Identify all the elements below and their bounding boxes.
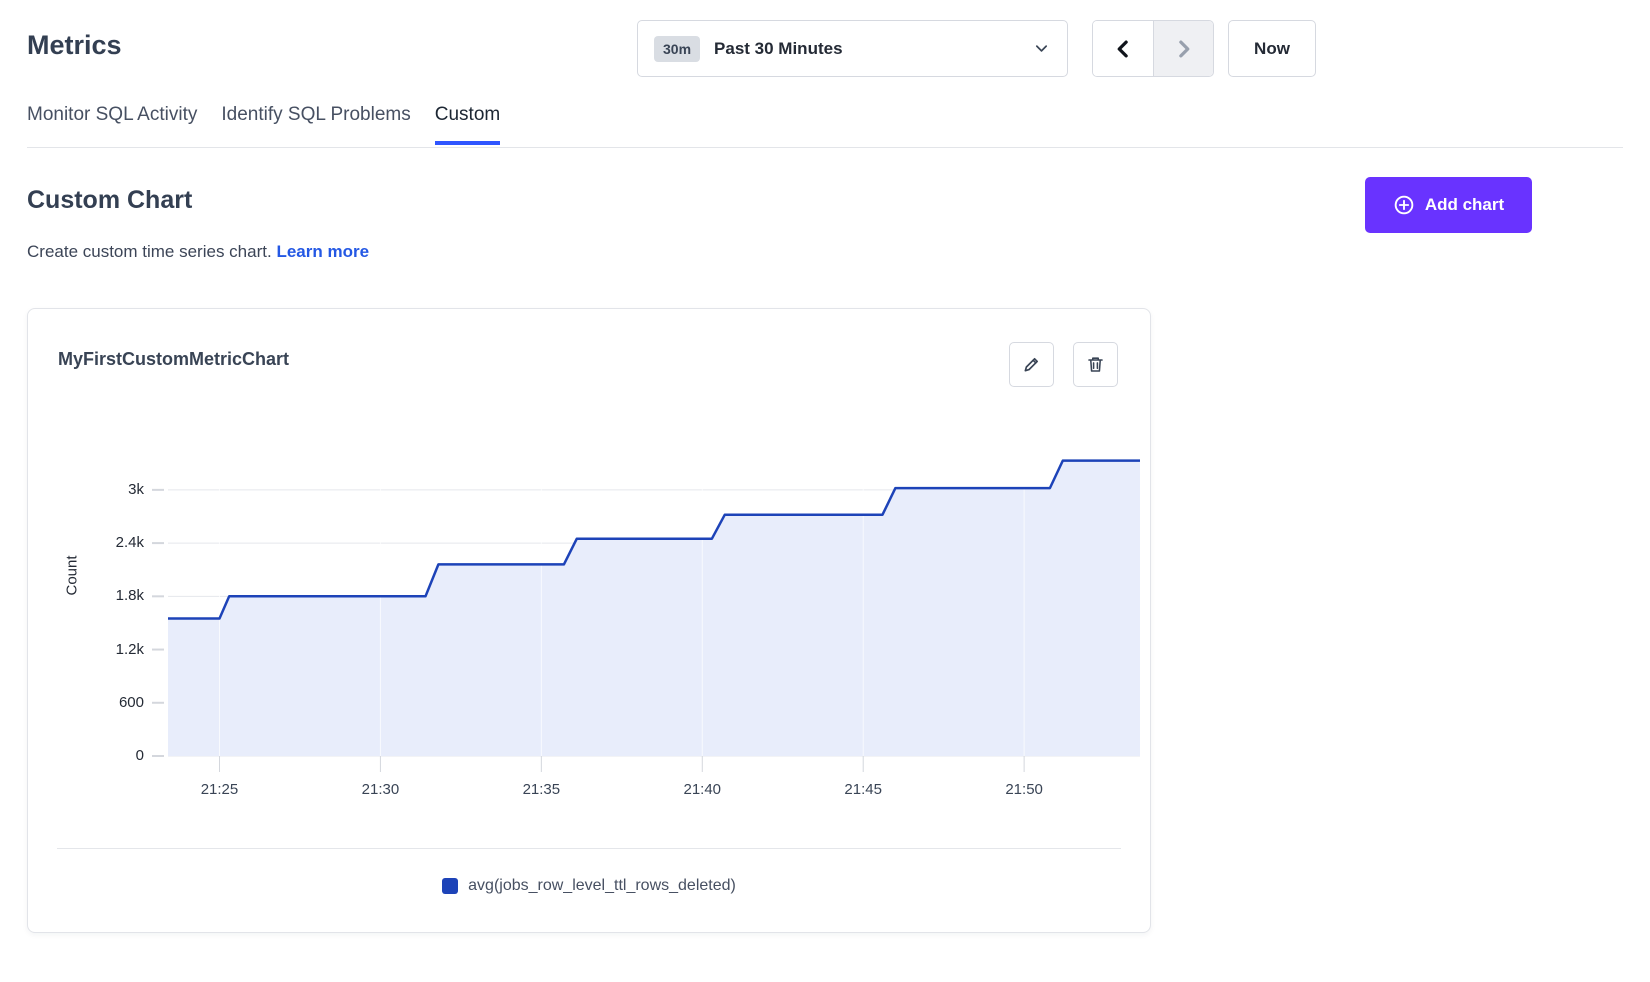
trash-icon xyxy=(1088,357,1103,372)
x-tick-label: 21:35 xyxy=(522,781,561,798)
time-controls: 30m Past 30 Minutes Now xyxy=(637,20,1316,77)
chevron-left-icon xyxy=(1117,40,1128,57)
x-tick-label: 21:45 xyxy=(844,781,882,798)
chart-area: Count 0 600 1.2k 1.8k 2.4k 3k 21:25 21:30 21:35… xyxy=(28,309,1150,932)
chevron-down-icon xyxy=(1035,45,1048,52)
chart-legend: avg(jobs_row_level_ttl_rows_deleted) xyxy=(28,877,1150,895)
legend-swatch xyxy=(442,878,459,894)
previous-range-button[interactable] xyxy=(1093,21,1153,76)
y-tick-label: 3k xyxy=(128,480,144,498)
page-title: Metrics xyxy=(27,30,122,60)
x-tick-label: 21:30 xyxy=(361,781,400,798)
delete-chart-button[interactable] xyxy=(1073,342,1118,387)
add-chart-label: Add chart xyxy=(1424,195,1505,214)
time-range-dropdown[interactable]: 30m Past 30 Minutes xyxy=(637,20,1068,77)
y-tick-label: 1.2k xyxy=(115,640,144,658)
add-chart-button[interactable]: Add chart xyxy=(1365,177,1532,233)
time-range-label: Past 30 Minutes xyxy=(714,38,843,58)
section-description-text: Create custom time series chart. xyxy=(27,242,272,261)
pencil-icon xyxy=(1024,357,1039,372)
tab-monitor-sql-activity[interactable]: Monitor SQL Activity xyxy=(27,104,198,125)
custom-chart-card: MyFirstCustomMetricChart Count 0 600 1.2k 1… xyxy=(27,308,1151,933)
chart-svg xyxy=(152,459,1140,772)
chart-title: MyFirstCustomMetricChart xyxy=(58,349,290,369)
plus-circle-icon xyxy=(1394,195,1414,215)
y-tick-label: 1.8k xyxy=(115,587,144,605)
chevron-right-icon xyxy=(1178,40,1189,57)
learn-more-link[interactable]: Learn more xyxy=(276,242,370,261)
metrics-tabs: Monitor SQL Activity Identify SQL Proble… xyxy=(27,104,501,145)
x-tick-label: 21:50 xyxy=(1005,781,1043,798)
time-step-buttons xyxy=(1092,20,1214,77)
time-range-badge: 30m xyxy=(654,35,701,62)
edit-chart-button[interactable] xyxy=(1009,342,1054,387)
tab-identify-sql-problems[interactable]: Identify SQL Problems xyxy=(221,104,411,125)
section-description: Create custom time series chart. Learn m… xyxy=(27,242,369,262)
next-range-button[interactable] xyxy=(1153,21,1213,76)
chart-plot xyxy=(152,426,1144,779)
section-heading: Custom Chart xyxy=(27,186,193,214)
now-button[interactable]: Now xyxy=(1228,20,1316,77)
y-tick-label: 0 xyxy=(135,747,144,764)
tab-custom[interactable]: Custom xyxy=(434,104,501,145)
y-tick-label: 600 xyxy=(118,693,144,711)
x-tick-label: 21:25 xyxy=(200,781,239,798)
tabs-divider xyxy=(27,147,1623,148)
legend-divider xyxy=(57,848,1121,849)
y-tick-label: 2.4k xyxy=(115,534,144,552)
chart-actions xyxy=(1009,342,1118,387)
x-tick-label: 21:40 xyxy=(683,781,722,798)
legend-label: avg(jobs_row_level_ttl_rows_deleted) xyxy=(468,877,736,894)
